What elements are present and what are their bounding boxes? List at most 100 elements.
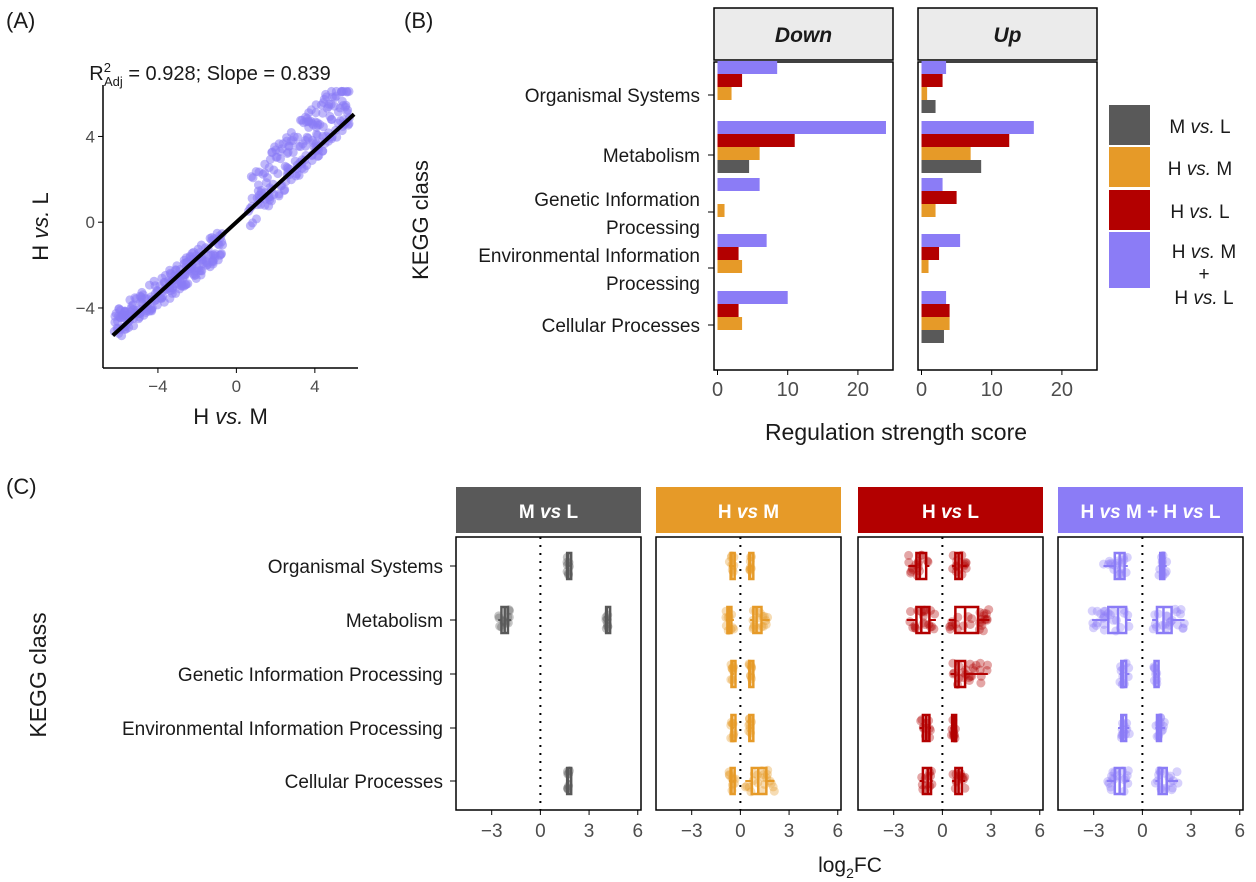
- scatter-point: [283, 147, 293, 157]
- bar: [921, 74, 943, 87]
- jitter-point: [742, 781, 752, 791]
- y-category-label: Metabolism: [346, 611, 443, 632]
- bar: [921, 178, 943, 191]
- scatter-point: [312, 129, 322, 139]
- y-axis-label: KEGG class: [408, 160, 433, 280]
- jitter-point: [740, 782, 750, 792]
- legend-label: H vs. L: [1170, 202, 1229, 223]
- legend-key: [1109, 190, 1150, 230]
- bar: [921, 87, 928, 100]
- y-category-label: Genetic Information: [534, 190, 700, 211]
- jitter-point: [1099, 611, 1109, 621]
- jitter-point: [1091, 621, 1101, 630]
- panel-a-label: (A): [6, 8, 35, 33]
- jitter-point: [982, 609, 991, 619]
- jitter-point: [1089, 623, 1098, 633]
- x-tick-label: 10: [981, 379, 1003, 401]
- legend-key: [1109, 147, 1150, 187]
- jitter-point: [904, 550, 914, 560]
- x-tick-label: 3: [784, 821, 795, 842]
- jitter-point: [979, 608, 989, 618]
- jitter-point: [1178, 624, 1188, 633]
- jitter-point: [965, 620, 975, 629]
- bar: [921, 291, 947, 304]
- scatter-point: [252, 214, 261, 224]
- jitter-point: [961, 558, 971, 567]
- jitter-point: [975, 665, 985, 675]
- jitter-point: [904, 558, 914, 567]
- bar: [717, 134, 795, 147]
- scatter-point: [298, 139, 308, 149]
- scatter-point: [216, 249, 226, 259]
- x-tick-label: 10: [777, 379, 799, 401]
- jitter-point: [1179, 619, 1189, 628]
- bar: [921, 317, 950, 330]
- panel-b-bar-chart: Down 0 10 20 Up 0 10 20 Organismal Systems Metabo…: [408, 7, 1236, 445]
- scatter-point: [326, 115, 336, 124]
- panel-b-label: (B): [404, 8, 433, 33]
- scatter-point: [333, 107, 343, 117]
- facet-panel-frame: [713, 61, 894, 371]
- y-category-label: Organismal Systems: [525, 86, 700, 107]
- x-tick-label: −3: [1083, 821, 1105, 842]
- legend-key: [1109, 232, 1150, 288]
- legend-label: H vs. M: [1172, 242, 1236, 263]
- jitter-point: [976, 678, 986, 688]
- x-tick-label: 6: [1034, 821, 1045, 842]
- legend-label: M vs. L: [1169, 117, 1230, 138]
- facet-strip-label: Down: [775, 24, 832, 47]
- bar: [717, 317, 743, 330]
- facet-strip-box: [656, 487, 841, 533]
- jitter-point: [971, 660, 981, 670]
- x-tick-label: 3: [1186, 821, 1197, 842]
- facet-strip-box: [1058, 487, 1243, 533]
- jitter-point: [1173, 620, 1183, 630]
- jitter-point: [983, 660, 992, 670]
- x-tick-label: −4: [148, 377, 167, 396]
- y-category-label: Processing: [606, 218, 700, 239]
- scatter-point: [286, 128, 296, 137]
- scatter-point: [196, 240, 206, 250]
- x-tick-label: 6: [832, 821, 843, 842]
- jitter-point: [1108, 607, 1118, 617]
- scatter-point: [342, 108, 352, 117]
- y-axis-label: H vs. L: [28, 192, 53, 260]
- jitter-point: [1148, 624, 1158, 634]
- jitter-point: [1178, 623, 1188, 633]
- bar: [717, 61, 778, 74]
- jitter-point: [769, 786, 779, 796]
- bar: [921, 234, 961, 247]
- jitter-point: [929, 624, 939, 634]
- scatter-point: [166, 269, 176, 279]
- bar: [921, 100, 936, 113]
- jitter-point: [1092, 606, 1102, 616]
- jitter-point: [964, 676, 974, 685]
- legend-label: +: [1198, 264, 1209, 285]
- jitter-point: [1168, 783, 1177, 793]
- bar: [921, 147, 971, 160]
- jitter-point: [975, 658, 985, 668]
- jitter-point: [906, 566, 916, 576]
- legend-key: [1109, 105, 1150, 145]
- jitter-point: [1096, 609, 1106, 619]
- bar: [717, 147, 760, 160]
- facet-strip-up: Up: [917, 7, 1098, 61]
- scatter-point: [344, 86, 354, 96]
- box: [915, 551, 928, 581]
- facet-strip-label: Up: [994, 24, 1022, 47]
- scatter-point: [128, 300, 138, 310]
- y-category-label: Genetic Information Processing: [178, 665, 443, 686]
- jitter-point: [1166, 771, 1176, 781]
- x-tick-label: 6: [632, 821, 643, 842]
- x-tick-label: 6: [1234, 821, 1245, 842]
- jitter-point: [1176, 609, 1185, 619]
- scatter-point: [293, 132, 303, 142]
- scatter-point: [113, 316, 123, 326]
- x-tick-label: 20: [847, 379, 869, 401]
- jitter-point: [1108, 615, 1118, 625]
- jitter-point: [1172, 607, 1182, 617]
- x-tick-label: 3: [584, 821, 595, 842]
- y-category-label: Cellular Processes: [285, 772, 443, 793]
- jitter-point: [977, 620, 987, 630]
- jitter-point: [906, 607, 915, 616]
